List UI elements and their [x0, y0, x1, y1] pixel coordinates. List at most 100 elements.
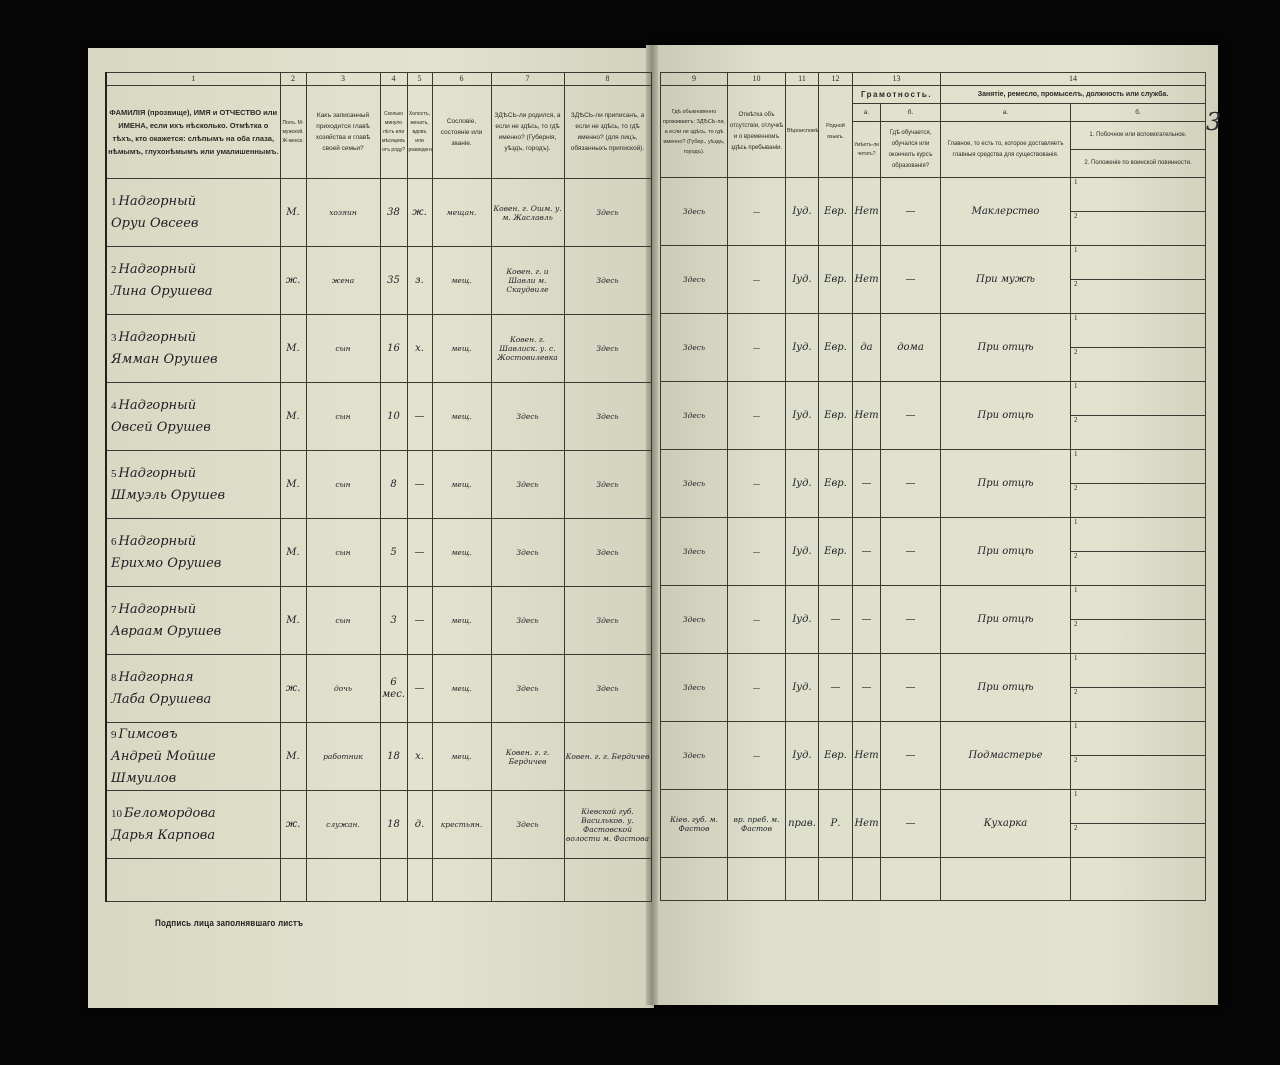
education-cell: — — [880, 585, 941, 654]
education-cell: — — [880, 517, 941, 586]
absence-cell: — — [727, 449, 786, 518]
header-registration: ЗДѢСЬ-ли приписанъ, а если не здѣсь, то … — [563, 85, 652, 179]
education-cell: — — [880, 653, 941, 722]
occupation-cell: При отцѣ — [940, 381, 1071, 450]
given-names: Ямман Орушев — [111, 351, 218, 367]
table-row: 2 — [661, 483, 1206, 518]
person-name-cell: 8 Надгорная Лаба Орушева — [105, 654, 281, 723]
sex-cell: ж. — [279, 654, 307, 723]
table-row: Здесь — Іуд. — — — При отцѣ 1 — [660, 585, 1206, 654]
empty-cell — [818, 857, 853, 901]
col-number: 11 — [785, 72, 819, 86]
military-status-cell: 2 — [1070, 211, 1206, 246]
can-read-cell: Нет — [852, 245, 881, 314]
secondary-occupation-cell: 1 — [1070, 517, 1206, 552]
table-row: 2 — [661, 347, 1206, 382]
marital-cell: — — [406, 654, 433, 723]
birthplace-cell: Здесь — [490, 382, 565, 451]
marital-cell: з. — [406, 246, 433, 315]
census-table-right: 9 10 11 12 13 14 Гдѣ обыкновенно прожива… — [660, 72, 1206, 901]
relation-cell: сын — [305, 518, 381, 587]
surname: Надгорный — [118, 465, 197, 481]
sex-cell: М. — [279, 722, 307, 791]
sex-cell: М. — [279, 178, 307, 247]
empty-cell — [105, 858, 281, 902]
header-marital: Холостъ, женатъ, вдовъ или разведенъ. — [406, 85, 433, 179]
education-cell: — — [880, 177, 941, 246]
header-secondary-occupation: 1. Побочное или вспомогательное. — [1071, 123, 1205, 150]
header-sex: Полъ. М-мужской. Ж-женск. — [279, 85, 307, 179]
residence-cell: Здесь — [660, 381, 728, 450]
age-cell: 35 — [379, 246, 408, 315]
language-cell: Евр. — [818, 313, 853, 382]
residence-cell: Здесь — [660, 517, 728, 586]
estate-cell: мещ. — [431, 586, 492, 655]
religion-cell: Іуд. — [785, 517, 819, 586]
registration-cell: Кіевской губ. Васильков. у. Фастовской в… — [563, 790, 652, 859]
header-relation: Какъ записанный приходится главѣ хозяйст… — [305, 85, 381, 179]
language-cell: Евр. — [818, 177, 853, 246]
estate-cell: мещан. — [431, 178, 492, 247]
military-status-cell: 2 — [1070, 551, 1206, 586]
military-status-cell: 2 — [1070, 755, 1206, 790]
empty-row — [660, 857, 1206, 901]
empty-cell — [660, 857, 728, 901]
registration-cell: Здесь — [563, 654, 652, 723]
residence-cell: Здесь — [660, 177, 728, 246]
surname: Надгорный — [118, 397, 197, 413]
estate-cell: мещ. — [431, 314, 492, 383]
header-main-occupation: Главное, то есть то, которое доставляетъ… — [940, 121, 1071, 178]
can-read-cell: — — [852, 653, 881, 722]
header-language: Родной языкъ. — [818, 85, 853, 178]
table-row: Здесь — Іуд. Евр. — — При отцѣ 1 — [660, 517, 1206, 586]
row-number: 2 — [111, 263, 117, 276]
estate-cell: мещ. — [431, 722, 492, 791]
col-number: 12 — [818, 72, 853, 86]
military-status-cell: 2 — [1070, 415, 1206, 450]
person-name-cell: 6 Надгорный Ерихмо Орушев — [105, 518, 281, 587]
birthplace-cell: Здесь — [490, 654, 565, 723]
registration-cell: Здесь — [563, 382, 652, 451]
signature-label: Подпись лица заполнявшаго листъ — [155, 918, 304, 929]
header-residence: Гдѣ обыкновенно проживаетъ: ЗДѢСЬ-ли, а … — [660, 85, 728, 178]
relation-cell: хозяин — [305, 178, 381, 247]
religion-cell: прав. — [785, 789, 819, 858]
given-names: Авраам Орушев — [111, 623, 222, 639]
col-number: 4 — [379, 72, 408, 86]
absence-cell: — — [727, 177, 786, 246]
table-row: 2 — [661, 415, 1206, 450]
sex-cell: М. — [279, 382, 307, 451]
surname: Надгорный — [118, 193, 197, 209]
birthplace-cell: Здесь — [490, 450, 565, 519]
row-number: 4 — [111, 399, 117, 412]
table-row: Кіев. губ. м. Фастов вр. преб. м. Фастов п… — [660, 789, 1206, 858]
empty-cell — [305, 858, 381, 902]
header-absence: Отмѣтка объ отсутствіи, отлучкѣ и о врем… — [727, 85, 786, 178]
table-row: Здесь — Іуд. Евр. Нет — Маклерство 1 — [660, 177, 1206, 246]
estate-cell: мещ. — [431, 518, 492, 587]
empty-cell — [406, 858, 433, 902]
registration-cell: Здесь — [563, 450, 652, 519]
table-row: 10 Беломордова Дарья Карпова ж. служан. 18 д. к… — [105, 790, 652, 859]
absence-cell: — — [727, 653, 786, 722]
residence-cell: Кіев. губ. м. Фастов — [660, 789, 728, 858]
absence-cell: вр. преб. м. Фастов — [727, 789, 786, 858]
age-cell: 6 мес. — [379, 654, 408, 723]
col-number: 1 — [105, 72, 281, 86]
census-table-left: 1 2 3 4 5 6 7 8 ФАМИЛІЯ (прозвище), ИМЯ … — [105, 72, 652, 902]
sex-cell: М. — [279, 518, 307, 587]
birthplace-cell: Здесь — [490, 586, 565, 655]
surname: Надгорный — [118, 601, 197, 617]
person-name-cell: 10 Беломордова Дарья Карпова — [105, 790, 281, 859]
birthplace-cell: Здесь — [490, 790, 565, 859]
col-number: 13 — [852, 72, 941, 86]
table-row: Здесь — Іуд. — — — При отцѣ 1 — [660, 653, 1206, 722]
row-number: 10 — [111, 807, 122, 820]
header-religion: Вѣроисповѣданіе. — [785, 85, 819, 178]
relation-cell: служан. — [305, 790, 381, 859]
secondary-occupation-cell: 1 — [1070, 313, 1206, 348]
age-cell: 38 — [379, 178, 408, 247]
col-number: 10 — [727, 72, 786, 86]
header-occupation-a: а. — [940, 103, 1071, 122]
marital-cell: — — [406, 450, 433, 519]
